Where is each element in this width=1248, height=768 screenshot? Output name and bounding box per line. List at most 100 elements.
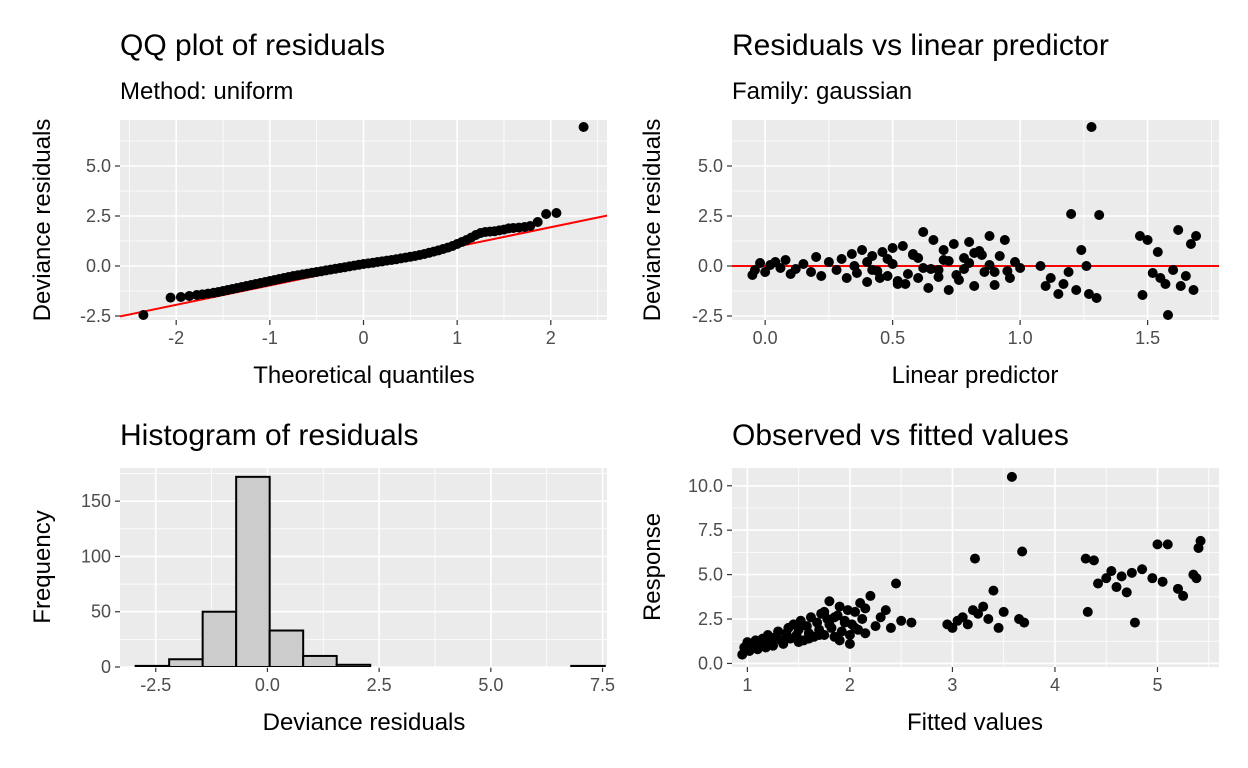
data-point [790, 264, 801, 274]
data-point [948, 239, 959, 249]
data-point [1195, 535, 1206, 546]
data-point [1093, 578, 1104, 589]
data-point [993, 622, 1004, 633]
data-point [806, 267, 817, 277]
data-point [1063, 267, 1074, 277]
data-point [1071, 285, 1082, 295]
data-point [778, 638, 789, 649]
histogram-bar [201, 610, 238, 667]
qq-plot-y-label: Deviance residuals [29, 119, 56, 322]
data-point [988, 585, 999, 596]
data-point [957, 612, 968, 623]
data-point [969, 248, 980, 258]
data-point [1101, 573, 1112, 584]
x-tick-label: 2.5 [367, 675, 392, 695]
data-point [933, 272, 944, 282]
data-point [998, 606, 1009, 617]
x-tick-label: 0.5 [880, 328, 905, 348]
x-tick-label: 0.0 [255, 675, 280, 695]
data-point [1175, 281, 1186, 291]
data-point [1121, 587, 1132, 598]
data-point [880, 605, 891, 616]
data-point [1157, 576, 1168, 587]
data-point [882, 271, 893, 281]
residuals-vs-predictor-panel: Residuals vs linear predictor Family: ga… [639, 29, 1219, 389]
x-tick-label: 1 [452, 328, 462, 348]
data-point [749, 265, 760, 275]
data-point [1088, 555, 1099, 566]
data-point [1142, 235, 1153, 245]
data-point [918, 227, 929, 237]
data-point [877, 247, 888, 257]
residuals-vs-predictor-subtitle: Family: gaussian [732, 78, 912, 105]
histogram-title: Histogram of residuals [120, 419, 418, 452]
qq-plot-x-label: Theoretical quantiles [253, 362, 474, 389]
data-point [1162, 539, 1173, 550]
x-tick-label: -2.5 [140, 675, 171, 695]
y-tick-label: 0.0 [86, 256, 111, 276]
data-point [184, 291, 195, 301]
data-point [862, 277, 873, 287]
observed-vs-fitted-panel: Observed vs fitted values 1 2 3 4 5 0.0 2.5 5.0… [639, 419, 1219, 736]
x-tick-label: 7.5 [590, 675, 615, 695]
data-point [1168, 265, 1179, 275]
data-point [887, 243, 898, 253]
data-point [803, 633, 814, 644]
data-point [1172, 583, 1183, 594]
data-point [1091, 293, 1102, 303]
data-point [1081, 261, 1092, 271]
data-point [1058, 279, 1069, 289]
data-point [814, 630, 825, 641]
data-point [532, 217, 543, 227]
y-tick-label: 100 [81, 546, 111, 566]
data-point [1083, 289, 1094, 299]
data-point [834, 635, 845, 646]
data-point [1191, 231, 1202, 241]
data-point [860, 628, 871, 639]
data-point [1080, 553, 1091, 564]
histogram-bar [235, 475, 271, 667]
residuals-vs-predictor-title: Residuals vs linear predictor [732, 29, 1109, 62]
observed-vs-fitted-area: 1 2 3 4 5 0.0 2.5 5.0 7.5 10.0 [688, 468, 1219, 695]
data-point [823, 257, 834, 267]
data-point [933, 265, 944, 275]
data-point [793, 637, 804, 648]
y-tick-label: 5.0 [86, 156, 111, 176]
data-point [839, 617, 850, 628]
y-tick-label: 50 [91, 602, 111, 622]
x-tick-label: 5.0 [478, 675, 503, 695]
chart-marks [134, 475, 606, 667]
data-point [525, 221, 536, 231]
data-point [1160, 279, 1171, 289]
data-point [984, 231, 995, 241]
data-point [908, 250, 919, 260]
histogram-y-label: Frequency [29, 510, 56, 623]
data-point [834, 601, 845, 612]
x-tick-label: 0.0 [753, 328, 778, 348]
data-point [994, 251, 1005, 261]
data-point [973, 608, 984, 619]
qq-plot-area: -2 -1 0 1 2 -2.5 0.0 2.5 5.0 [80, 120, 607, 348]
data-point [824, 619, 835, 630]
data-point [874, 273, 885, 283]
data-point [913, 273, 924, 283]
data-point [844, 630, 855, 641]
data-point [850, 622, 861, 633]
x-tick-label: 4 [1050, 675, 1060, 695]
x-tick-label: 0 [358, 328, 368, 348]
data-point [1086, 122, 1097, 132]
y-tick-label: 0.0 [698, 653, 723, 673]
y-tick-label: 0.0 [698, 256, 723, 276]
data-point [969, 553, 980, 564]
y-tick-label: -2.5 [80, 306, 111, 326]
qq-plot-panel: QQ plot of residuals Method: uniform -2-… [29, 29, 607, 389]
data-point [865, 590, 876, 601]
histogram-area: -2.5 0.0 2.5 5.0 7.5 0 50 100 150 [81, 468, 615, 695]
observed-vs-fitted-y-label: Response [639, 513, 666, 621]
x-tick-label: 2 [845, 675, 855, 695]
data-point [918, 263, 929, 273]
data-point [951, 270, 962, 280]
data-point [1066, 209, 1077, 219]
data-point [578, 122, 589, 132]
